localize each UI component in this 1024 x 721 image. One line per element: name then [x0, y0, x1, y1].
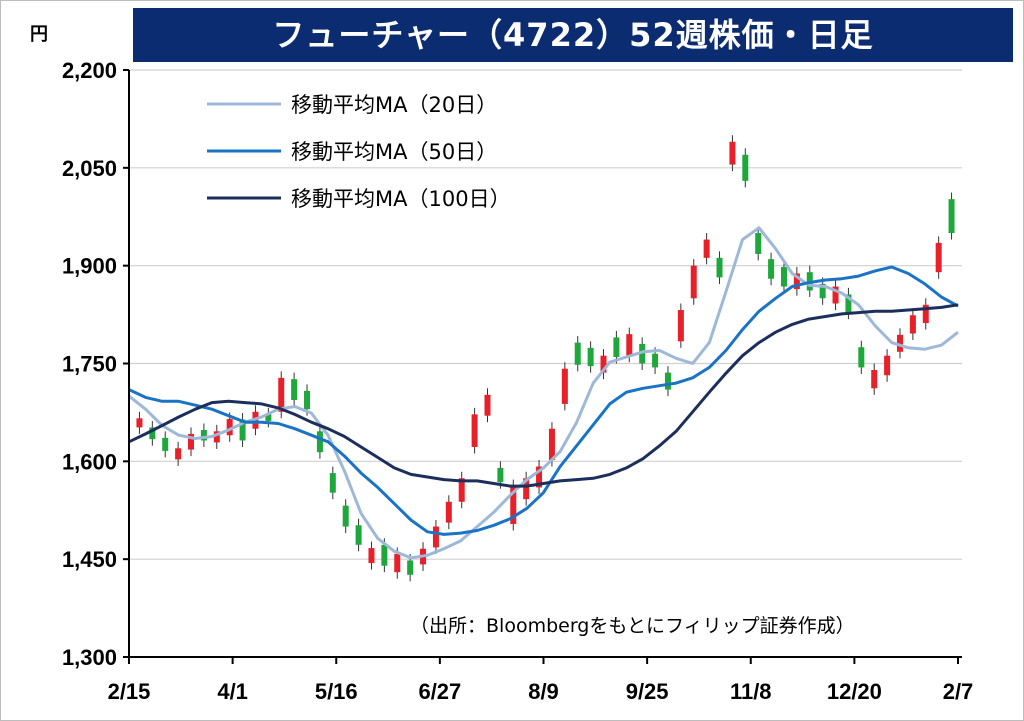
candle-up — [458, 478, 465, 502]
ma-line-ma100 — [128, 303, 959, 488]
candle-up — [278, 377, 285, 412]
moving-average-lines — [128, 226, 959, 560]
candle-up — [136, 418, 143, 428]
candle-up — [793, 273, 800, 290]
y-tick-label: 2,200 — [62, 58, 117, 83]
legend-label-ma50: 移動平均MA（50日） — [291, 140, 497, 164]
candle-down — [316, 431, 323, 453]
candle-up — [896, 334, 903, 352]
candle-up — [523, 478, 530, 500]
x-tick-label: 12/20 — [827, 679, 882, 704]
candle-down — [407, 560, 414, 575]
candle-down — [858, 347, 865, 368]
candle-down — [329, 473, 336, 493]
legend-label-ma20: 移動平均MA（20日） — [291, 93, 497, 117]
ma-line-ma20 — [128, 226, 959, 560]
candle-up — [703, 239, 710, 258]
candle-down — [381, 544, 388, 566]
candle-up — [445, 501, 452, 523]
candle-up — [226, 418, 233, 436]
candle-down — [664, 372, 671, 390]
ma-line-ma50 — [128, 265, 959, 536]
y-tick-label: 1,750 — [62, 352, 117, 377]
x-tick-label: 5/16 — [315, 679, 358, 704]
candle-down — [239, 419, 246, 441]
x-tick-label: 11/8 — [730, 679, 772, 704]
candle-up — [561, 368, 568, 404]
candle-up — [922, 304, 929, 324]
unit-label: 円 — [30, 24, 48, 45]
source-note: （出所：Bloombergをもとにフィリップ証券作成） — [410, 615, 855, 637]
y-tick-labels: 2,200 2,050 1,900 1,750 1,600 1,450 1,300 — [62, 58, 129, 670]
candle-down — [265, 414, 272, 421]
y-tick-label: 2,050 — [62, 156, 117, 181]
candle-down — [716, 257, 723, 278]
candle-up — [213, 431, 220, 443]
candle-up — [188, 433, 195, 450]
candle-up — [600, 355, 607, 373]
candle-down — [652, 353, 659, 368]
y-tick-label: 1,900 — [62, 254, 117, 279]
candle-up — [432, 526, 439, 548]
candle-up — [871, 370, 878, 389]
candle-up — [909, 315, 916, 334]
candle-down — [845, 294, 852, 313]
candle-up — [935, 242, 942, 273]
candle-up — [368, 548, 375, 564]
candle-up — [484, 394, 491, 416]
candle-down — [355, 525, 362, 545]
x-tick-labels: 2/15 4/1 5/16 6/27 8/9 9/25 11/8 12/20 2/7 — [108, 657, 974, 704]
candle-up — [626, 334, 633, 356]
legend-label-ma100: 移動平均MA（100日） — [291, 187, 511, 211]
candle-down — [768, 259, 775, 279]
candle-down — [342, 505, 349, 527]
candle-down — [639, 343, 646, 364]
candles — [136, 135, 955, 582]
candle-down — [304, 390, 311, 410]
candle-up — [471, 414, 478, 447]
candle-up — [175, 448, 182, 460]
candle-down — [291, 379, 298, 401]
candle-up — [536, 466, 543, 488]
x-tick-label: 2/15 — [108, 679, 151, 704]
x-tick-label: 8/9 — [528, 679, 559, 704]
candle-down — [819, 283, 826, 299]
candle-down — [587, 347, 594, 367]
grid-lines — [129, 69, 962, 560]
candle-up — [394, 553, 401, 573]
x-tick-label: 4/1 — [217, 679, 248, 704]
chart-title: フューチャー（4722）52週株価・日足 — [133, 8, 1013, 62]
y-tick-label: 1,450 — [62, 547, 117, 572]
candle-up — [832, 286, 839, 304]
candle-down — [162, 437, 169, 451]
x-tick-label: 6/27 — [418, 679, 461, 704]
candle-down — [497, 467, 504, 483]
candle-down — [574, 342, 581, 365]
candle-down — [149, 427, 156, 440]
x-tick-label: 2/7 — [943, 679, 974, 704]
candle-up — [729, 141, 736, 165]
legend: 移動平均MA（20日） 移動平均MA（50日） 移動平均MA（100日） — [207, 93, 511, 211]
candle-down — [613, 337, 620, 357]
candle-down — [948, 199, 955, 234]
y-tick-label: 1,300 — [62, 645, 117, 670]
candle-down — [780, 266, 787, 287]
candle-down — [200, 430, 207, 441]
candle-down — [742, 154, 749, 181]
candle-up — [510, 486, 517, 524]
candle-up — [884, 355, 891, 376]
candle-up — [548, 428, 555, 461]
y-tick-label: 1,600 — [62, 449, 117, 474]
candle-up — [690, 265, 697, 299]
x-tick-label: 9/25 — [626, 679, 669, 704]
candle-up — [677, 310, 684, 342]
candle-down — [755, 233, 762, 254]
